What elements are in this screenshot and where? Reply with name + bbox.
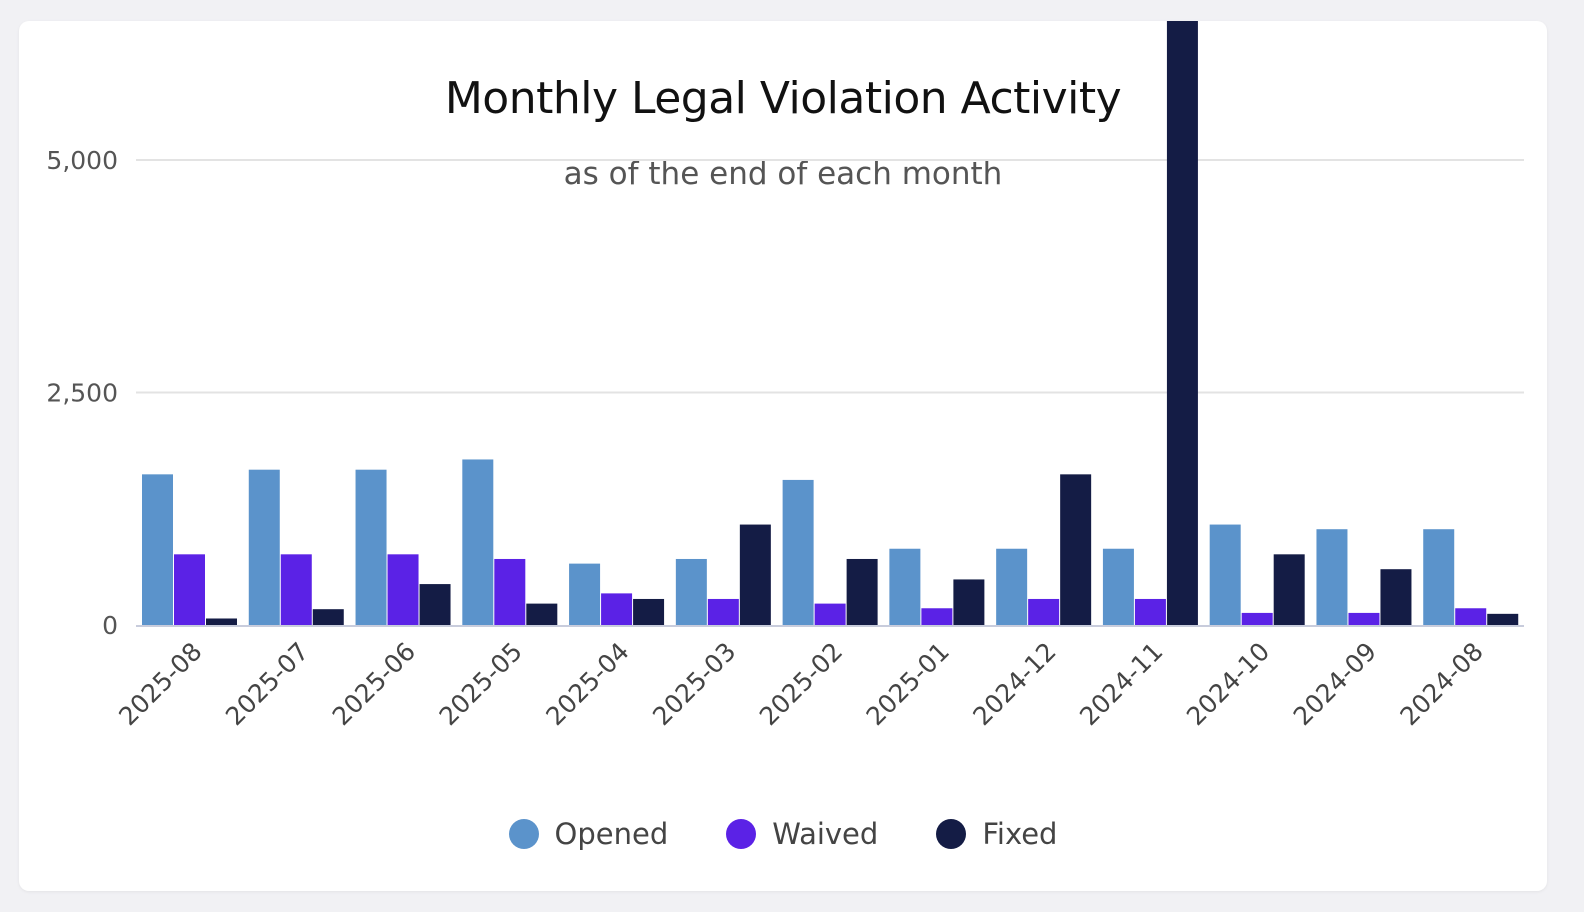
x-tick-label: 2025-03	[647, 637, 741, 731]
bar-waived-2025-03[interactable]	[707, 598, 739, 625]
bar-waived-2024-11[interactable]	[1134, 598, 1166, 625]
bar-waived-2025-01[interactable]	[921, 608, 953, 625]
legend-swatch-opened	[508, 819, 539, 849]
legend: Opened Waived Fixed	[19, 817, 1547, 851]
legend-item-waived[interactable]: Waived	[726, 817, 878, 851]
legend-swatch-fixed	[936, 819, 967, 849]
bar-opened-2024-08[interactable]	[1423, 529, 1455, 625]
bar-opened-2025-05[interactable]	[462, 459, 494, 625]
x-tick-label: 2025-02	[754, 637, 848, 731]
bar-waived-2025-04[interactable]	[601, 593, 633, 625]
legend-label-fixed: Fixed	[982, 817, 1058, 851]
legend-swatch-waived	[726, 819, 757, 849]
bar-fixed-2025-03[interactable]	[739, 524, 771, 625]
x-tick-label: 2025-07	[220, 637, 314, 731]
bar-fixed-2024-09[interactable]	[1380, 569, 1412, 625]
x-tick-label: 2024-09	[1288, 637, 1382, 731]
bar-fixed-2025-02[interactable]	[846, 558, 878, 625]
bar-opened-2025-03[interactable]	[675, 558, 707, 625]
bar-opened-2025-04[interactable]	[569, 563, 601, 625]
chart-card: Monthly Legal Violation Activity as of t…	[19, 21, 1547, 891]
bar-waived-2025-02[interactable]	[814, 603, 846, 625]
bar-fixed-2024-10[interactable]	[1273, 554, 1305, 625]
bar-fixed-2024-08[interactable]	[1487, 613, 1519, 625]
bar-fixed-2025-01[interactable]	[953, 579, 985, 625]
bar-fixed-2024-11[interactable]	[1166, 21, 1198, 625]
legend-label-waived: Waived	[772, 817, 879, 851]
bar-waived-2025-05[interactable]	[494, 558, 526, 625]
bar-waived-2024-09[interactable]	[1348, 612, 1380, 625]
bar-waived-2025-08[interactable]	[174, 554, 205, 625]
bar-opened-2024-10[interactable]	[1209, 524, 1241, 625]
bar-opened-2025-02[interactable]	[782, 479, 814, 625]
x-tick-label: 2024-10	[1181, 637, 1275, 731]
bar-opened-2025-01[interactable]	[889, 548, 921, 625]
bar-fixed-2025-06[interactable]	[419, 584, 451, 625]
legend-item-fixed[interactable]: Fixed	[936, 817, 1057, 851]
bar-opened-2025-07[interactable]	[248, 469, 280, 625]
x-tick-label: 2025-06	[327, 637, 421, 731]
bar-waived-2024-10[interactable]	[1241, 612, 1273, 625]
chart-title: Monthly Legal Violation Activity	[444, 73, 1122, 124]
bar-opened-2024-12[interactable]	[996, 548, 1028, 625]
x-axis-ticks: 2025-08 2025-07 2025-06 2025-05 2025-04 2025-…	[113, 637, 1489, 731]
x-tick-label: 2024-08	[1394, 637, 1488, 731]
bar-fixed-2025-08[interactable]	[206, 618, 237, 625]
bar-opened-2025-08[interactable]	[142, 474, 173, 625]
bar-opened-2024-09[interactable]	[1316, 529, 1348, 625]
y-tick-label: 2,500	[46, 379, 118, 408]
bar-waived-2025-07[interactable]	[280, 554, 312, 625]
x-tick-label: 2024-12	[967, 637, 1061, 731]
x-tick-label: 2025-01	[861, 637, 955, 731]
y-tick-label: 5,000	[46, 146, 118, 175]
x-tick-label: 2025-08	[113, 637, 207, 731]
legend-label-opened: Opened	[554, 817, 669, 851]
bar-waived-2024-08[interactable]	[1455, 608, 1487, 625]
bar-waived-2024-12[interactable]	[1028, 598, 1060, 625]
bar-opened-2024-11[interactable]	[1102, 548, 1134, 625]
bar-fixed-2024-12[interactable]	[1060, 474, 1092, 625]
bar-fixed-2025-04[interactable]	[633, 598, 665, 625]
x-tick-label: 2025-05	[434, 637, 528, 731]
y-tick-label: 0	[102, 611, 118, 640]
bar-waived-2025-06[interactable]	[387, 554, 419, 625]
legend-item-opened[interactable]: Opened	[508, 817, 669, 851]
bar-fixed-2025-07[interactable]	[312, 609, 344, 625]
chart-subtitle: as of the end of each month	[563, 156, 1003, 192]
x-tick-label: 2025-04	[540, 637, 634, 731]
gridlines	[136, 159, 1524, 394]
bar-fixed-2025-05[interactable]	[526, 603, 558, 625]
bar-opened-2025-06[interactable]	[355, 469, 387, 625]
bars	[142, 21, 1519, 625]
x-tick-label: 2024-11	[1074, 637, 1168, 731]
